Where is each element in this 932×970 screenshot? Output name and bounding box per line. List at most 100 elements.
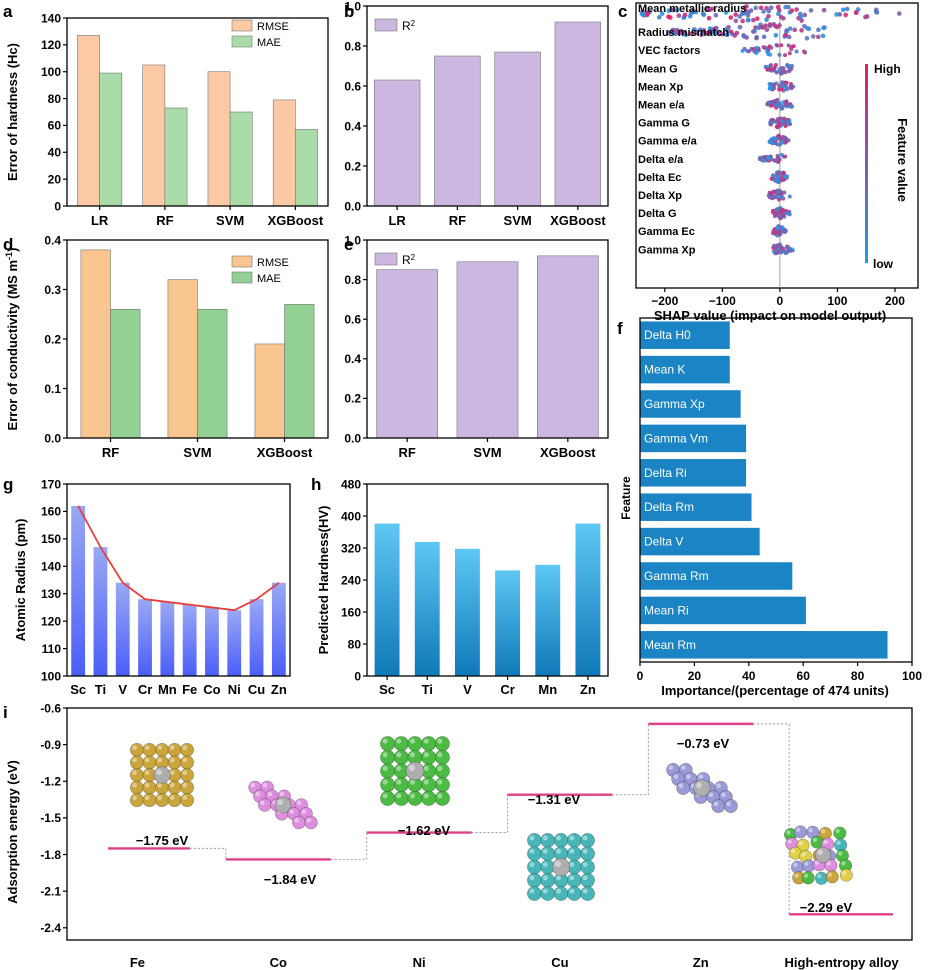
atom-highlight	[169, 745, 175, 750]
x-tick-label: Zn	[693, 955, 709, 970]
bar-label: Delta V	[644, 535, 683, 549]
x-axis-title: Importance/(percentage of 474 units)	[661, 683, 889, 698]
shap-point	[789, 8, 795, 13]
y-tick-label: 100	[41, 669, 61, 683]
shap-point	[763, 45, 768, 50]
x-tick-label: SVM	[473, 445, 501, 460]
shap-point	[840, 7, 846, 13]
shap-point	[640, 9, 646, 14]
shap-point	[789, 86, 794, 91]
x-tick-label: V	[463, 682, 472, 697]
shap-point	[764, 17, 769, 22]
y-tick-label: 0.4	[44, 233, 61, 247]
y-tick-label: -2.4	[40, 921, 61, 935]
energy-label: −1.84 eV	[264, 872, 317, 887]
atom-highlight	[696, 782, 702, 788]
shap-point	[783, 103, 788, 108]
shap-point	[733, 18, 739, 24]
atom	[527, 859, 542, 875]
shap-point	[782, 117, 787, 122]
shap-point	[776, 197, 781, 202]
y-axis-title: Atomic Radius (pm)	[13, 519, 28, 642]
atom-highlight	[437, 765, 443, 771]
atom-highlight	[423, 793, 429, 799]
atom-highlight	[289, 809, 294, 814]
x-tick-label: SVM	[504, 213, 532, 228]
legend-swatch	[374, 252, 398, 266]
adsorbed-atom	[274, 796, 292, 814]
x-tick-label: SVM	[183, 445, 211, 460]
atom-highlight	[787, 839, 792, 844]
shap-point	[687, 14, 693, 19]
y-tick-label: 150	[41, 532, 61, 546]
feature-label: Delta G	[638, 208, 677, 220]
atom	[130, 755, 144, 770]
shap-point	[749, 46, 754, 51]
atom	[810, 835, 824, 849]
atom-highlight	[255, 791, 260, 797]
shap-point	[713, 12, 719, 18]
atom-highlight	[132, 770, 137, 775]
atom-highlight	[157, 795, 162, 801]
atom	[180, 768, 194, 782]
shap-point	[783, 154, 788, 159]
atom	[553, 886, 569, 901]
shap-point	[789, 64, 794, 69]
atom	[711, 799, 726, 813]
atom-highlight	[721, 792, 726, 798]
atom-highlight	[582, 835, 588, 841]
panel-letter: i	[3, 703, 8, 722]
shap-point	[666, 8, 672, 13]
x-tick-label: Mn	[158, 682, 177, 697]
atom	[801, 871, 815, 885]
shap-point	[701, 12, 707, 18]
atom	[407, 736, 423, 752]
atom-highlight	[529, 835, 535, 841]
y-tick-label: -1.8	[40, 848, 61, 862]
x-tick-label: Ti	[95, 682, 106, 697]
shap-point	[772, 23, 778, 29]
shap-point	[677, 30, 683, 36]
shap-point	[786, 4, 791, 10]
atom-highlight	[382, 779, 388, 785]
bar-label: Mean K	[644, 363, 685, 377]
atom-highlight	[382, 793, 388, 799]
atom	[553, 833, 569, 848]
y-tick-label: 0.1	[44, 382, 61, 396]
atom	[434, 763, 450, 779]
shap-point	[804, 35, 810, 41]
shap-point	[786, 43, 791, 48]
shap-point	[765, 67, 770, 72]
atom	[167, 793, 182, 807]
y-tick-label: 40	[48, 146, 62, 160]
shap-point	[802, 12, 808, 18]
atom	[142, 743, 157, 757]
y-tick-label: 110	[42, 642, 62, 656]
y-tick-label: 400	[341, 509, 361, 523]
atom-highlight	[786, 830, 791, 835]
shap-point	[782, 228, 787, 233]
shap-point	[775, 188, 780, 193]
atom-highlight	[396, 793, 402, 799]
shap-point	[775, 142, 780, 147]
shap-point	[792, 27, 797, 33]
shap-point	[775, 4, 781, 10]
shap-point	[782, 190, 787, 195]
atom	[814, 871, 828, 885]
atom	[167, 755, 182, 770]
trend-line	[77, 505, 280, 612]
shap-point	[724, 26, 730, 32]
shap-point	[816, 27, 821, 33]
shap-point	[785, 174, 790, 179]
bar-r2	[554, 21, 602, 207]
atom-highlight	[396, 752, 402, 758]
atom	[180, 780, 194, 795]
shap-point	[771, 136, 776, 141]
bar-importance	[640, 562, 793, 590]
shap-point	[754, 51, 759, 56]
x-tick-label: XGBoost	[268, 213, 324, 228]
energy-label: −1.62 eV	[398, 823, 451, 838]
shap-point	[843, 12, 848, 18]
shap-point	[786, 34, 792, 40]
x-tick-label: Zn	[580, 682, 596, 697]
